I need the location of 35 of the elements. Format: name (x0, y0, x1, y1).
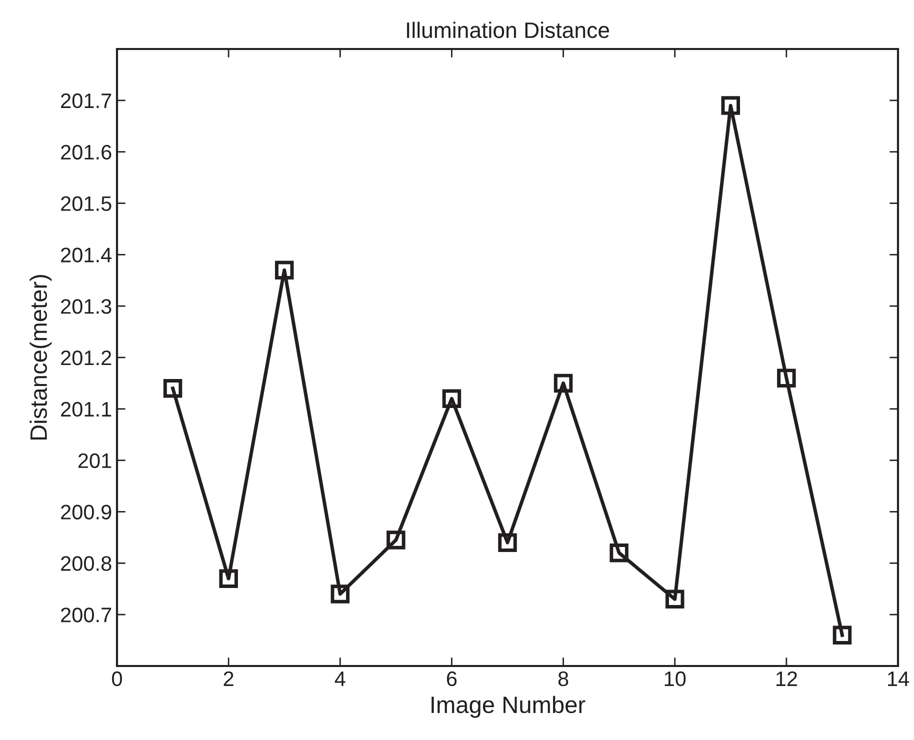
point (386, 530, 406, 550)
point (219, 569, 238, 588)
point (777, 368, 796, 388)
y-tick-label: 201.2 (61, 350, 112, 366)
y-tick-label: 201.4 (61, 248, 112, 262)
x-tick-label: 0 (112, 671, 122, 686)
x-tick-label: 14 (888, 672, 909, 686)
x-tick-label: 8 (558, 671, 568, 686)
x-tick-label: 2 (224, 671, 234, 686)
y-tick-label: 201.7 (61, 93, 112, 108)
y-axis-title: Distance(meter) (30, 274, 52, 440)
point (442, 389, 462, 408)
point (498, 533, 517, 552)
x-tick-label: 6 (446, 671, 457, 686)
y-tick-label: 201.3 (61, 299, 112, 314)
x-tick-label: 4 (334, 672, 346, 686)
y-tick-label: 201.6 (61, 144, 112, 160)
point (721, 96, 740, 115)
point (274, 260, 294, 280)
point (610, 544, 628, 562)
y-tick-label: 200.7 (61, 608, 112, 622)
point (330, 584, 350, 604)
y-tick-label: 201 (78, 453, 112, 468)
chart-title: Illumination Distance (407, 22, 610, 38)
point (554, 374, 573, 393)
x-tick-label: 12 (776, 671, 797, 686)
x-axis-title: Image Number (432, 696, 586, 718)
point (832, 626, 852, 645)
y-tick-label: 201.1 (61, 402, 112, 417)
y-tick-label: 201.5 (61, 196, 112, 212)
y-tick-label: 200.9 (61, 504, 112, 520)
x-tick-label: 10 (664, 671, 686, 686)
point (163, 378, 182, 398)
y-tick-label: 200.8 (61, 556, 112, 571)
point (665, 590, 684, 609)
